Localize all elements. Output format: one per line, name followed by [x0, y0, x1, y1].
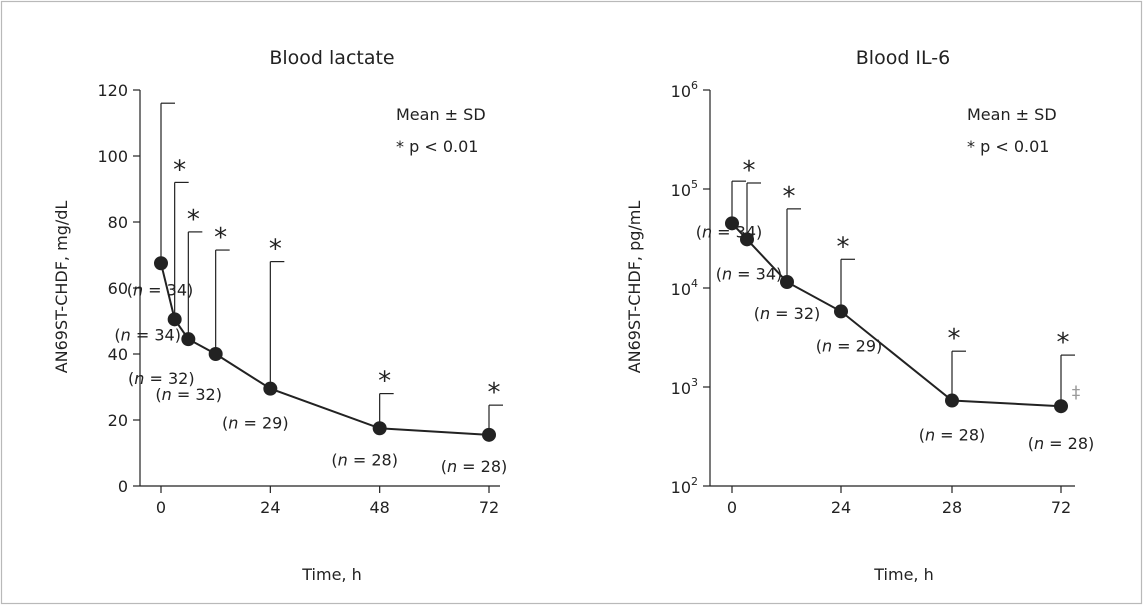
x-axis-label: Time, h [301, 565, 361, 584]
legend-significance: * p < 0.01 [396, 137, 478, 156]
data-point [482, 427, 496, 442]
y-tick-label: 80 [108, 213, 128, 232]
dagger-marker: ‡ [1072, 383, 1081, 403]
data-point [1054, 399, 1068, 414]
legend-mean-sd: Mean ± SD [396, 105, 486, 124]
legend-mean-sd: Mean ± SD [967, 105, 1057, 124]
chart-title: Blood IL-6 [856, 47, 950, 69]
significance-star: * [173, 155, 186, 185]
legend-significance: * p < 0.01 [967, 137, 1049, 156]
chart-title: Blood lactate [269, 47, 394, 69]
data-point [154, 256, 168, 271]
n-label: (n = 34) [127, 280, 194, 299]
x-tick-label: 24 [831, 498, 851, 517]
x-tick-label: 72 [479, 498, 499, 517]
x-tick-label: 28 [942, 498, 962, 517]
significance-star: * [837, 232, 850, 262]
y-tick-label: 120 [97, 81, 128, 100]
n-label: (n = 34) [696, 222, 763, 241]
significance-star: * [488, 378, 501, 408]
significance-star: * [743, 156, 756, 186]
n-label: (n = 34) [716, 264, 783, 283]
x-tick-label: 48 [369, 498, 389, 517]
data-point [208, 347, 223, 361]
x-tick-label: 24 [260, 498, 280, 517]
data-point [725, 216, 739, 231]
y-tick-label: 0 [118, 477, 128, 496]
significance-star: * [214, 223, 227, 253]
n-label: (n = 28) [919, 426, 986, 445]
n-label: (n = 32) [155, 385, 222, 404]
data-point [181, 332, 196, 347]
n-label: (n = 32) [128, 369, 195, 388]
n-label: (n = 28) [331, 450, 398, 469]
n-label: (n = 32) [754, 304, 821, 323]
significance-star: * [187, 205, 200, 235]
n-label: (n = 28) [1028, 434, 1095, 453]
x-tick-label: 0 [156, 498, 166, 517]
y-axis-label: AN69ST-CHDF, mg/dL [52, 201, 71, 374]
significance-star: * [1057, 328, 1070, 358]
n-label: (n = 34) [114, 325, 181, 344]
x-tick-label: 0 [727, 498, 737, 517]
y-tick-label: 100 [97, 147, 128, 166]
chart-blood-il6: Blood IL-6 AN69ST-CHDF, pg/mL Time, h Me… [625, 47, 1094, 584]
significance-star: * [783, 182, 796, 212]
data-point [834, 304, 848, 319]
data-point [740, 232, 754, 247]
n-label: (n = 29) [222, 414, 289, 433]
n-label: (n = 28) [441, 457, 508, 476]
chart-blood-lactate: Blood lactate AN69ST-CHDF, mg/dL Time, h… [52, 47, 507, 584]
data-point [372, 421, 387, 436]
y-axis-label: AN69ST-CHDF, pg/mL [625, 201, 644, 374]
y-tick-label: 40 [108, 345, 128, 364]
y-tick-label: 60 [108, 279, 128, 298]
significance-star: * [948, 324, 961, 354]
data-point [780, 274, 794, 289]
significance-star: * [378, 367, 391, 397]
data-point [167, 312, 182, 327]
n-label: (n = 29) [816, 336, 883, 355]
data-point [945, 393, 959, 408]
x-axis-label: Time, h [873, 565, 933, 584]
significance-star: * [269, 235, 282, 265]
y-tick-label: 20 [108, 411, 128, 430]
x-tick-label: 72 [1051, 498, 1071, 517]
data-point [263, 381, 278, 396]
